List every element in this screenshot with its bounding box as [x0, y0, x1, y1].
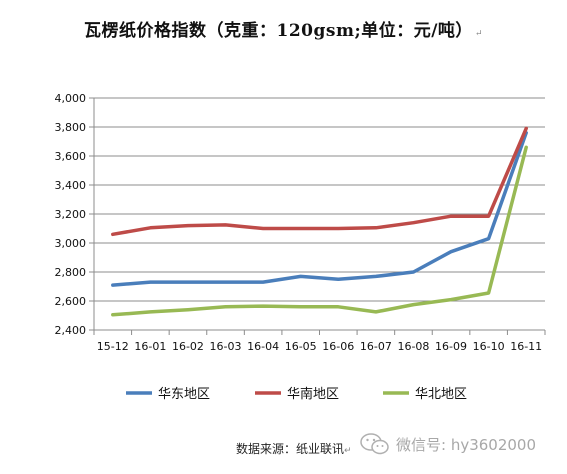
chart-title-text: 瓦楞纸价格指数（克重：120gsm;单位：元/吨） — [84, 21, 473, 41]
y-tick-label: 3,400 — [55, 179, 87, 192]
legend-label: 华北地区 — [415, 387, 467, 402]
x-tick-label: 16-02 — [172, 340, 204, 353]
x-tick-label: 16-07 — [360, 340, 392, 353]
x-tick-label: 16-10 — [473, 340, 505, 353]
data-source-text: 数据来源：纸业联讯 — [236, 442, 345, 456]
x-tick-label: 16-05 — [285, 340, 317, 353]
legend-label: 华东地区 — [158, 387, 210, 402]
legend-label: 华南地区 — [287, 386, 339, 402]
wechat-watermark: 微信号: hy3602000 — [360, 433, 536, 455]
return-mark: ↵ — [344, 446, 352, 456]
series-line-3 — [111, 145, 528, 317]
y-tick-label: 2,400 — [55, 324, 87, 337]
x-tick-label: 16-04 — [247, 340, 279, 353]
x-tick-label: 16-01 — [134, 340, 166, 353]
x-tick-label: 15-12 — [97, 340, 129, 353]
series-line-2 — [111, 126, 528, 237]
y-tick-label: 3,800 — [55, 121, 87, 134]
x-tick-label: 16-06 — [322, 340, 354, 353]
x-tick-label: 16-08 — [397, 340, 429, 353]
y-tick-label: 4,000 — [55, 92, 87, 105]
y-tick-label: 2,600 — [55, 295, 87, 308]
chart-title: 瓦楞纸价格指数（克重：120gsm;单位：元/吨） ↵ — [0, 16, 567, 41]
y-tick-label: 3,200 — [55, 208, 87, 221]
series-line-1 — [111, 131, 528, 287]
y-tick-label: 3,600 — [55, 150, 87, 163]
y-tick-label: 3,000 — [55, 237, 87, 250]
x-tick-label: 16-11 — [510, 340, 542, 353]
wechat-icon — [360, 433, 389, 455]
watermark-text: 微信号: hy3602000 — [396, 435, 537, 454]
x-tick-label: 16-03 — [210, 340, 242, 353]
data-source: 数据来源：纸业联讯↵ — [236, 440, 352, 457]
x-tick-label: 16-09 — [435, 340, 467, 353]
return-mark: ↵ — [474, 29, 483, 39]
y-tick-label: 2,800 — [55, 266, 87, 279]
